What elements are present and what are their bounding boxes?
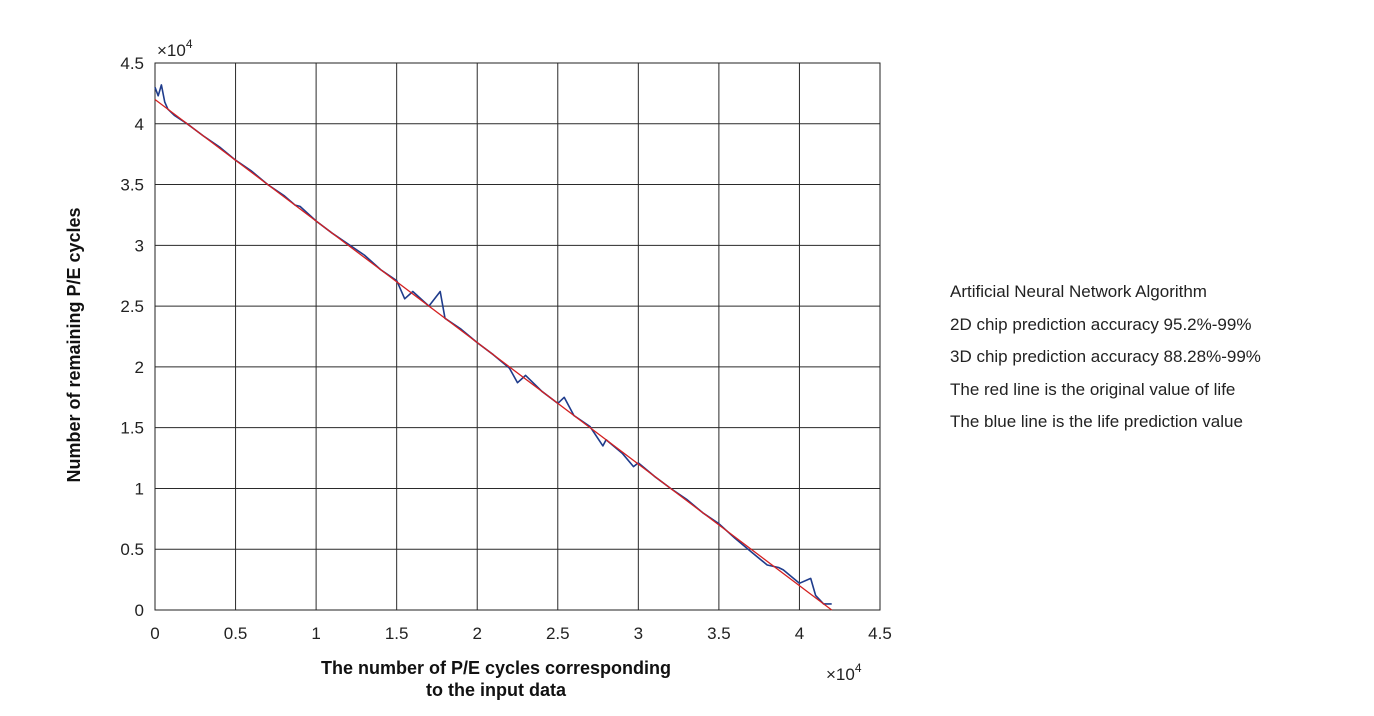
axis-ticks: 0 0.5 1 1.5 2 2.5 3 3.5 4 4.5 0 0.5 1 1.5 2 2.5 3 3.5 4 4.5 [120, 54, 891, 643]
annotation-line: 3D chip prediction accuracy 88.28%-99% [950, 347, 1261, 366]
y-axis-title: Number of remaining P/E cycles [64, 207, 84, 482]
x-tick-label: 0 [150, 624, 159, 643]
x-tick-label: 0.5 [224, 624, 248, 643]
y-tick-label: 1.5 [120, 419, 144, 438]
y-tick-label: 1 [135, 479, 144, 498]
grid-lines [154, 62, 881, 611]
series-line-prediction [154, 84, 832, 605]
x-tick-label: 1.5 [385, 624, 409, 643]
y-tick-label: 0 [135, 601, 144, 620]
annotation-panel: Artificial Neural Network Algorithm 2D c… [950, 278, 1350, 441]
annotation-line: 2D chip prediction accuracy 95.2%-99% [950, 314, 1252, 334]
x-axis-title-line-1: The number of P/E cycles corresponding [321, 658, 671, 678]
y-tick-label: 0.5 [120, 540, 144, 559]
x-tick-label: 4.5 [868, 624, 892, 643]
y-tick-label: 2.5 [120, 297, 144, 316]
y-tick-label: 4 [135, 115, 144, 134]
annotation-line: Artificial Neural Network Algorithm [950, 282, 1207, 301]
x-tick-label: 2.5 [546, 624, 570, 643]
x-tick-label: 4 [795, 624, 804, 643]
y-tick-label: 4.5 [120, 54, 144, 73]
x-tick-label: 3.5 [707, 624, 731, 643]
x-tick-label: 3 [634, 624, 643, 643]
annotation-line: The blue line is the life prediction val… [950, 412, 1243, 431]
annotation-line: The red line is the original value of li… [950, 379, 1236, 399]
y-tick-label: 2 [135, 358, 144, 377]
x-exponent-power: 4 [855, 661, 862, 675]
y-tick-label: 3 [135, 236, 144, 255]
x-axis-exponent: ×104 [826, 661, 862, 684]
y-exponent-power: 4 [186, 37, 193, 51]
x-tick-label: 1 [311, 624, 320, 643]
x-tick-label: 2 [472, 624, 481, 643]
series-group [154, 84, 833, 611]
x-axis-title-line-2: to the input data [426, 680, 567, 700]
y-tick-label: 3.5 [120, 176, 144, 195]
series-line-original [154, 98, 833, 611]
y-axis-exponent: ×104 [157, 37, 193, 60]
plot-frame [154, 62, 881, 611]
